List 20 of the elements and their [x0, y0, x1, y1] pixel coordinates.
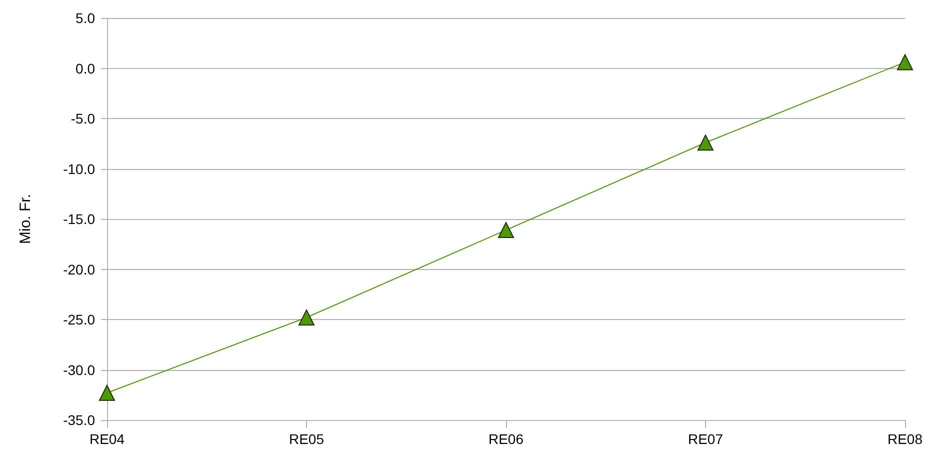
- y-tick-label: -10.0: [63, 160, 96, 177]
- y-axis-title: Mio. Fr.: [17, 194, 34, 244]
- y-tick-label: -35.0: [63, 412, 96, 428]
- x-tick-label: RE05: [288, 431, 324, 447]
- x-tick-label: RE04: [89, 431, 125, 447]
- y-tick-label: -15.0: [63, 211, 96, 227]
- y-tick-label: 5.0: [76, 10, 96, 26]
- y-tick-label: -5.0: [70, 110, 96, 126]
- x-tick-label: RE07: [688, 431, 724, 447]
- y-tick-label: -25.0: [63, 312, 96, 328]
- point: [698, 134, 714, 151]
- point: [99, 384, 115, 401]
- y-tick-label: -30.0: [63, 362, 96, 378]
- point: [498, 222, 514, 238]
- x-tick-label: RE08: [887, 431, 923, 447]
- y-tick-label: 0.0: [76, 60, 96, 76]
- x-tick-label: RE06: [488, 431, 524, 447]
- point: [298, 309, 314, 326]
- y-tick-label: -20.0: [63, 261, 96, 278]
- point: [897, 54, 913, 70]
